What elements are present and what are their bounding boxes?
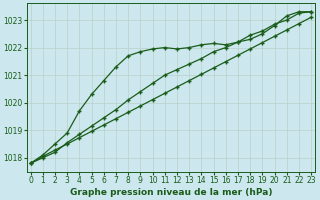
- X-axis label: Graphe pression niveau de la mer (hPa): Graphe pression niveau de la mer (hPa): [70, 188, 272, 197]
